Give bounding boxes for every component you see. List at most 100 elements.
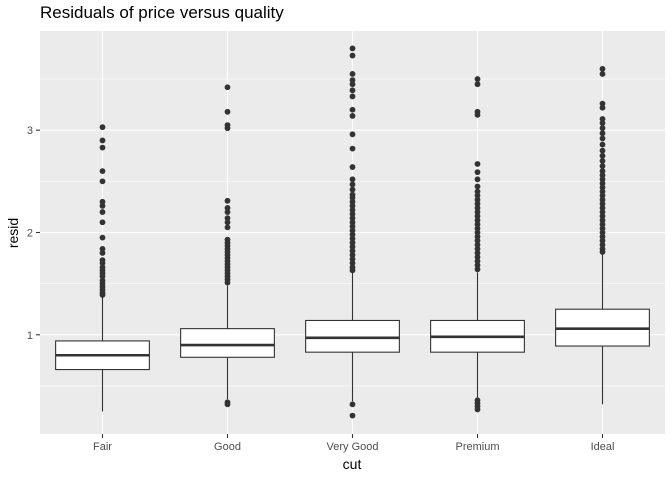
x-tick-label: Good [214,441,241,453]
outlier-point [349,176,356,183]
outlier-point [349,223,356,230]
outlier-point [599,120,606,126]
outlier-point [599,249,606,255]
y-tick-label: 1 [27,330,33,342]
outlier-point [224,205,231,211]
outlier-point [474,209,481,215]
outlier-point [474,217,481,224]
outlier-point [224,197,231,204]
outlier-point [599,65,606,72]
outlier-point [599,217,606,224]
outlier-point [99,124,106,131]
outlier-point [349,71,356,77]
outlier-point [349,145,356,152]
outlier-point [99,291,106,298]
outlier-point [599,141,606,148]
outlier-point [224,224,231,231]
outlier-point [599,200,606,207]
outlier-point [599,209,606,215]
outlier-point [599,241,606,248]
outlier-point [474,225,481,232]
x-tick-label: Fair [93,441,112,453]
outlier-point [349,52,356,59]
outlier-point [224,125,231,132]
outlier-point [474,176,481,183]
outlier-point [99,137,106,144]
outlier-point [99,198,106,205]
box-fair [55,124,150,412]
outlier-point [599,163,606,169]
y-tick-label: 2 [27,228,33,240]
outlier-point [599,71,606,77]
chart-title: Residuals of price versus quality [40,3,284,22]
outlier-point [349,112,356,119]
outlier-point [99,178,106,185]
outlier-point [474,237,481,244]
outlier-point [349,194,356,201]
outlier-point [349,131,356,138]
box-ideal [555,65,650,405]
outlier-point [599,237,606,244]
outlier-point [349,87,356,94]
outlier-point [349,181,356,188]
outlier-point [474,258,481,265]
outlier-point [99,234,106,241]
outlier-point [474,406,481,413]
outlier-point [599,176,606,183]
y-tick-label: 3 [27,125,33,137]
outlier-point [474,169,481,176]
outlier-point [349,239,356,246]
x-tick-label: Very Good [327,441,379,453]
outlier-point [349,186,356,193]
outlier-point [99,219,106,226]
outlier-point [599,125,606,132]
outlier-point [224,219,231,226]
outlier-point [474,81,481,88]
outlier-point [599,188,606,195]
outlier-point [349,260,356,267]
outlier-point [349,267,356,274]
outlier-point [99,209,106,215]
x-axis-title: cut [343,456,362,472]
outlier-point [599,205,606,211]
outlier-point [599,116,606,122]
outlier-point [349,248,356,254]
outlier-point [349,207,356,213]
outlier-point [474,161,481,167]
outlier-point [99,168,106,175]
outlier-point [599,100,606,107]
outlier-point [474,188,481,195]
outlier-point [349,252,356,258]
outlier-point [99,260,106,267]
box-very-good [305,45,400,419]
outlier-point [474,262,481,269]
y-axis-title: resid [5,218,21,248]
outlier-point [599,152,606,159]
outlier-point [599,221,606,228]
outlier-point [224,209,231,215]
outlier-point [349,256,356,262]
outlier-point [599,225,606,232]
outlier-point [349,219,356,226]
outlier-point [349,227,356,234]
outlier-point [474,205,481,211]
box-good [180,84,275,408]
x-tick-label: Ideal [591,441,615,453]
axes: 1 2 3 Fair Good Very Good Premium Ideal [27,125,615,453]
outlier-point [349,412,356,419]
outlier-point [474,250,481,256]
outlier-point [599,184,606,191]
outlier-point [349,93,356,100]
outlier-point [474,254,481,260]
outlier-point [349,401,356,408]
outlier-point [599,233,606,240]
outlier-point [349,203,356,209]
outlier-point [99,250,106,256]
outlier-point [474,76,481,82]
outlier-point [99,273,106,280]
outlier-point [599,213,606,220]
outlier-point [599,147,606,154]
outlier-point [349,106,356,113]
outlier-point [474,183,481,190]
